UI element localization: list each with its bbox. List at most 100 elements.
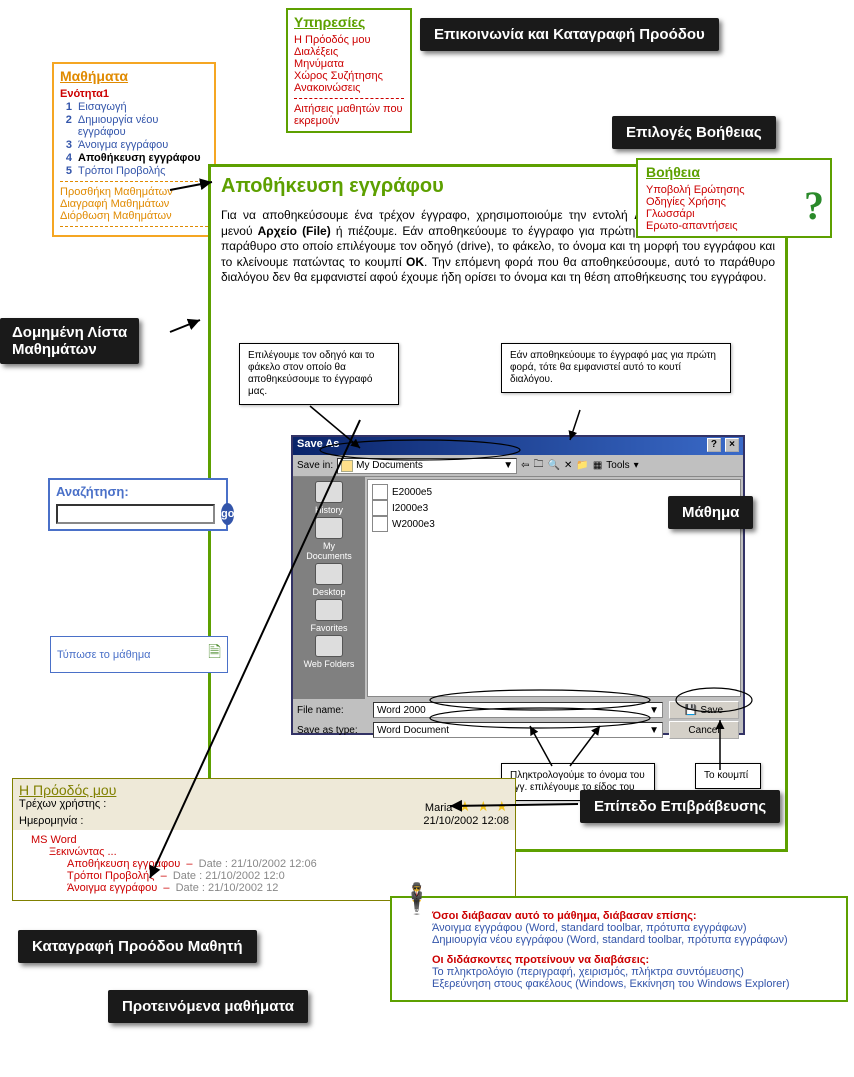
rec-link[interactable]: Δημιουργία νέου εγγράφου (Word, standard…	[432, 934, 836, 946]
document-icon: 🗎	[208, 641, 221, 668]
rating-stars: ★ ★ ★	[459, 798, 509, 814]
separator	[294, 98, 404, 99]
back-icon[interactable]: ⇦	[521, 460, 529, 471]
savein-combo[interactable]: My Documents ▼	[337, 458, 517, 474]
callout-communication: Επικοινωνία και Καταγραφή Προόδου	[420, 18, 719, 51]
callout-suggested: Προτεινόμενα μαθήματα	[108, 990, 308, 1023]
lesson-item[interactable]: 2Δημιουργία νέου εγγράφου	[62, 114, 208, 138]
progress-sub: Ξεκινώντας ...	[49, 846, 505, 858]
up-icon[interactable]: 🗀	[534, 457, 544, 474]
help-link[interactable]: Γλωσσάρι	[646, 208, 822, 220]
delete-icon[interactable]: ✕	[564, 460, 572, 471]
place-item[interactable]: Favorites	[299, 599, 359, 633]
save-button[interactable]: 💾 Save	[669, 701, 739, 719]
tools-dropdown[interactable]: Tools	[606, 460, 629, 471]
separator	[60, 181, 208, 182]
progress-root: MS Word	[31, 834, 505, 846]
callout-progress-log: Καταγραφή Προόδου Μαθητή	[18, 930, 257, 963]
service-link[interactable]: Μηνύματα	[294, 58, 404, 70]
history-icon	[315, 481, 343, 503]
print-lesson-link[interactable]: Τύπωσε το μάθημα	[57, 649, 151, 661]
close-window-icon[interactable]: ×	[725, 438, 739, 452]
date-label: Ημερομηνία :	[19, 815, 83, 827]
mydocs-icon	[315, 517, 343, 539]
illustration-note: Το κουμπί	[695, 763, 761, 789]
filename-label: File name:	[297, 705, 367, 716]
progress-panel: Η Πρόοδός μου Τρέχων χρήστης : Maria ★ ★…	[12, 778, 516, 901]
place-item[interactable]: History	[299, 481, 359, 515]
lesson-item[interactable]: 1Εισαγωγή	[62, 101, 208, 113]
place-item[interactable]: Desktop	[299, 563, 359, 597]
rec-link[interactable]: Το πληκτρολόγιο (περιγραφή, χειρισμός, π…	[432, 966, 836, 978]
rec-link[interactable]: Εξερεύνηση στους φακέλους (Windows, Εκκί…	[432, 978, 836, 990]
services-title: Υπηρεσίες	[294, 14, 404, 30]
cancel-button[interactable]: Cancel	[669, 721, 739, 739]
search-input[interactable]	[56, 504, 215, 524]
search-web-icon[interactable]: 🔍	[548, 460, 560, 471]
services-panel: Υπηρεσίες Η Πρόοδός μου Διαλέξεις Μηνύμα…	[286, 8, 412, 133]
savein-label: Save in:	[297, 460, 333, 471]
service-link[interactable]: Διαλέξεις	[294, 46, 404, 58]
dialog-bottom: File name: Word 2000▼ 💾 Save Save as typ…	[293, 699, 743, 737]
favorites-icon	[315, 599, 343, 621]
desktop-icon	[315, 563, 343, 585]
place-item[interactable]: Web Folders	[299, 635, 359, 669]
callout-lesson: Μάθημα	[668, 496, 753, 529]
stick-figure-icon: 🕴	[398, 882, 435, 917]
webfolders-icon	[315, 635, 343, 657]
illustration-note: Επιλέγουμε τον οδηγό και το φάκελο στον …	[239, 343, 399, 405]
progress-title: Η Πρόοδός μου	[19, 782, 509, 798]
pending-requests-link[interactable]: Αιτήσεις μαθητών που εκρεμούν	[294, 103, 404, 127]
help-link[interactable]: Ερωτο-απαντήσεις	[646, 220, 822, 232]
saveas-dialog: Save As ? × Save in: My Documents ▼ ⇦ 🗀 …	[291, 435, 745, 735]
separator	[60, 226, 208, 227]
add-lessons-link[interactable]: Προσθήκη Μαθημάτων	[60, 186, 208, 198]
window-buttons: ? ×	[706, 438, 739, 454]
user-label: Τρέχων χρήστης :	[19, 798, 106, 815]
new-folder-icon[interactable]: 📁	[576, 460, 588, 471]
dialog-toolbar: Save in: My Documents ▼ ⇦ 🗀 🔍 ✕ 📁 ▦ Tool…	[293, 455, 743, 477]
progress-row: Άνοιγμα εγγράφου – Date : 21/10/2002 12	[67, 882, 505, 894]
service-link[interactable]: Η Πρόοδός μου	[294, 34, 404, 46]
place-item[interactable]: My Documents	[299, 517, 359, 561]
help-link[interactable]: Υποβολή Ερώτησης	[646, 184, 822, 196]
lessons-panel: Μαθήματα Ενότητα1 1Εισαγωγή 2Δημιουργία …	[52, 62, 216, 237]
print-panel: Τύπωσε το μάθημα 🗎	[50, 636, 228, 673]
teachers-title: Οι διδάσκοντες προτείνουν να διαβάσεις:	[432, 954, 836, 966]
callout-structured-list: Δομημένη Λίστα Μαθημάτων	[0, 318, 139, 364]
user-value: Maria	[425, 802, 453, 814]
progress-row: Αποθήκευση εγγράφου – Date : 21/10/2002 …	[67, 858, 505, 870]
date-value: 21/10/2002 12:08	[423, 815, 509, 827]
help-panel: Βοήθεια Υποβολή Ερώτησης Οδηγίες Χρήσης …	[636, 158, 832, 238]
rec-link[interactable]: Άνοιγμα εγγράφου (Word, standard toolbar…	[432, 922, 836, 934]
search-title: Αναζήτηση:	[56, 484, 220, 499]
service-link[interactable]: Ανακοινώσεις	[294, 82, 404, 94]
help-window-icon[interactable]: ?	[707, 438, 721, 452]
illustration-note: Εάν αποθηκεύουμε το έγγραφό μας για πρώτ…	[501, 343, 731, 393]
lesson-item[interactable]: 3Άνοιγμα εγγράφου	[62, 139, 208, 151]
folder-icon	[341, 460, 353, 472]
lessons-title: Μαθήματα	[60, 68, 208, 84]
places-bar: History My Documents Desktop Favorites W…	[293, 477, 365, 699]
edit-lessons-link[interactable]: Διόρθωση Μαθημάτων	[60, 210, 208, 222]
lesson-item-current[interactable]: 4Αποθήκευση εγγράφου	[62, 152, 208, 164]
callout-reward: Επίπεδο Επιβράβευσης	[580, 790, 780, 823]
progress-row: Τρόποι Προβολής – Date : 21/10/2002 12:0	[67, 870, 505, 882]
lessons-admin: Προσθήκη Μαθημάτων Διαγραφή Μαθημάτων Δι…	[60, 186, 208, 222]
filename-input[interactable]: Word 2000▼	[373, 702, 663, 718]
lesson-item[interactable]: 5Τρόποι Προβολής	[62, 165, 208, 177]
saveastype-label: Save as type:	[297, 725, 367, 736]
search-panel: Αναζήτηση: go	[48, 478, 228, 531]
callout-help-options: Επιλογές Βοήθειας	[612, 116, 776, 149]
dialog-title: Save As	[297, 438, 339, 454]
delete-lessons-link[interactable]: Διαγραφή Μαθημάτων	[60, 198, 208, 210]
help-title: Βοήθεια	[646, 164, 822, 180]
saveastype-input[interactable]: Word Document▼	[373, 722, 663, 738]
views-icon[interactable]: ▦	[593, 460, 602, 471]
question-mark-icon: ?	[804, 182, 824, 229]
lessons-list: 1Εισαγωγή 2Δημιουργία νέου εγγράφου 3Άνο…	[62, 101, 208, 177]
service-link[interactable]: Χώρος Συζήτησης	[294, 70, 404, 82]
help-link[interactable]: Οδηγίες Χρήσης	[646, 196, 822, 208]
recommendations-panel: 🕴 Όσοι διάβασαν αυτό το μάθημα, διάβασαν…	[390, 896, 848, 1002]
dialog-titlebar: Save As ? ×	[293, 437, 743, 455]
